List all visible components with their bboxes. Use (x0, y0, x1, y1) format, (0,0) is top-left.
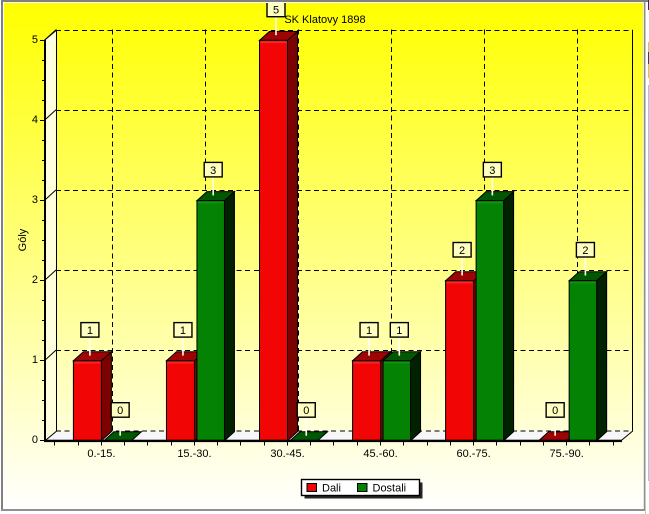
svg-text:Góly: Góly (17, 228, 29, 251)
svg-text:3: 3 (489, 165, 495, 177)
svg-text:2: 2 (459, 245, 465, 257)
svg-text:0.-15.: 0.-15. (87, 448, 115, 460)
svg-text:1: 1 (87, 325, 93, 337)
svg-text:3: 3 (210, 165, 216, 177)
svg-text:Dali: Dali (322, 483, 341, 495)
svg-text:1: 1 (366, 325, 372, 337)
svg-text:SK Klatovy 1898: SK Klatovy 1898 (284, 14, 365, 26)
svg-text:75.-90.: 75.-90. (550, 448, 584, 460)
svg-text:1: 1 (396, 325, 402, 337)
svg-text:15.-30.: 15.-30. (177, 448, 211, 460)
svg-text:0: 0 (303, 405, 309, 417)
svg-text:5: 5 (32, 34, 38, 46)
svg-text:4: 4 (32, 114, 38, 126)
svg-text:3: 3 (32, 194, 38, 206)
svg-text:1: 1 (180, 325, 186, 337)
svg-text:2: 2 (32, 274, 38, 286)
svg-text:1: 1 (32, 354, 38, 366)
svg-text:30.-45.: 30.-45. (270, 448, 304, 460)
svg-text:0: 0 (117, 405, 123, 417)
svg-text:Dostali: Dostali (373, 483, 407, 495)
svg-text:60.-75.: 60.-75. (456, 448, 490, 460)
svg-text:2: 2 (582, 245, 588, 257)
svg-text:5: 5 (273, 5, 279, 17)
svg-text:45.-60.: 45.-60. (363, 448, 397, 460)
svg-text:0: 0 (32, 434, 38, 446)
svg-text:0: 0 (552, 405, 558, 417)
